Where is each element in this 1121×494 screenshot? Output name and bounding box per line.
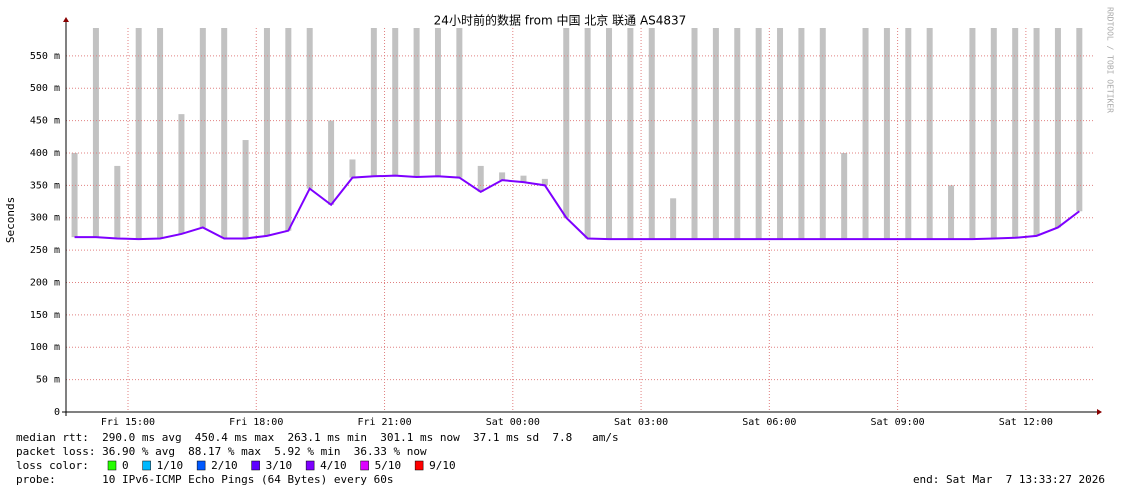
legend-label: 0 — [122, 459, 129, 472]
smoke — [670, 198, 677, 240]
axis-arrow — [1097, 409, 1102, 415]
y-tick-label: 50 m — [36, 375, 60, 386]
smoke — [926, 28, 933, 240]
smoke — [734, 28, 741, 240]
smoke — [798, 28, 805, 240]
end-text: end: Sat Mar 7 13:33:27 2026 — [913, 473, 1105, 486]
smoke — [1033, 28, 1040, 236]
smoke — [263, 28, 270, 236]
stats-line: median rtt: 290.0 ms avg 450.4 ms max 26… — [16, 431, 619, 444]
legend-label: 9/10 — [429, 459, 456, 472]
y-tick-label: 150 m — [30, 310, 60, 321]
loss-label: loss color: — [16, 459, 89, 472]
y-tick-label: 550 m — [30, 51, 60, 62]
smoke — [242, 140, 249, 239]
smoke — [883, 28, 890, 240]
smoke — [563, 28, 570, 218]
legend-swatch — [142, 460, 151, 471]
smoke — [221, 28, 228, 239]
smoke — [1054, 28, 1061, 228]
y-tick-label: 200 m — [30, 277, 60, 288]
y-tick-label: 450 m — [30, 116, 60, 127]
legend-label: 3/10 — [266, 459, 293, 472]
x-tick-label: Fri 15:00 — [101, 417, 155, 428]
smoke — [606, 28, 613, 240]
smoke — [990, 28, 997, 239]
x-tick-label: Sat 09:00 — [871, 417, 925, 428]
smoke — [712, 28, 719, 240]
y-tick-label: 0 — [54, 407, 60, 418]
median-line — [74, 174, 1080, 241]
smoke — [114, 165, 121, 239]
stats-line: packet loss: 36.90 % avg 88.17 % max 5.9… — [16, 445, 427, 458]
smoke — [584, 28, 591, 239]
smoke — [92, 28, 99, 238]
side-text: RRDTOOL / TOBI OETIKER — [1106, 7, 1115, 113]
smoke — [328, 120, 335, 205]
smoke — [199, 28, 206, 228]
smoke — [499, 172, 506, 181]
smoke — [627, 28, 634, 240]
smoke — [392, 28, 399, 176]
probe-text: probe: 10 IPv6-ICMP Echo Pings (64 Bytes… — [16, 473, 394, 486]
x-tick-label: Sat 00:00 — [486, 417, 540, 428]
smoke — [905, 28, 912, 240]
y-tick-label: 500 m — [30, 83, 60, 94]
smoke — [349, 159, 356, 178]
legend-label: 2/10 — [211, 459, 238, 472]
smoke — [456, 28, 463, 178]
smoke — [691, 28, 698, 240]
smoke — [948, 185, 955, 240]
legend-label: 5/10 — [375, 459, 402, 472]
smoke — [178, 114, 185, 234]
legend-swatch — [360, 460, 369, 471]
y-tick-label: 350 m — [30, 180, 60, 191]
smoke — [819, 28, 826, 240]
smoke — [755, 28, 762, 240]
smoke — [306, 28, 313, 189]
x-tick-label: Sat 03:00 — [614, 417, 668, 428]
smoke — [1012, 28, 1019, 238]
smoke — [1076, 28, 1083, 212]
axis-arrow — [63, 17, 69, 22]
smoke — [71, 152, 78, 238]
legend-swatch — [196, 460, 206, 471]
x-tick-label: Sat 06:00 — [742, 417, 796, 428]
y-tick-label: 250 m — [30, 245, 60, 256]
y-tick-label: 400 m — [30, 148, 60, 159]
legend-swatch — [251, 460, 260, 471]
x-tick-label: Sat 12:00 — [999, 417, 1053, 428]
smoke — [157, 28, 164, 239]
smoke — [777, 28, 784, 240]
legend-swatch — [414, 460, 424, 471]
smoke — [520, 175, 527, 183]
y-tick-label: 100 m — [30, 342, 60, 353]
y-tick-label: 300 m — [30, 213, 60, 224]
smoke — [862, 28, 869, 240]
legend-label: 4/10 — [320, 459, 347, 472]
legend-swatch — [305, 460, 315, 471]
chart-title: 24小时前的数据 from 中国 北京 联通 AS4837 — [434, 13, 687, 28]
smoke — [648, 28, 655, 240]
legend-label: 1/10 — [157, 459, 184, 472]
x-tick-label: Fri 21:00 — [357, 417, 411, 428]
smoke — [370, 28, 377, 177]
smoke — [434, 28, 441, 177]
smoke — [477, 165, 484, 192]
smoke — [841, 152, 848, 240]
smoke — [541, 178, 548, 186]
smoke — [135, 28, 142, 240]
smoke — [285, 28, 292, 231]
smoke — [969, 28, 976, 240]
y-axis-label: Seconds — [4, 197, 17, 243]
smoke — [413, 28, 420, 177]
x-tick-label: Fri 18:00 — [229, 417, 283, 428]
legend-swatch — [107, 460, 117, 471]
